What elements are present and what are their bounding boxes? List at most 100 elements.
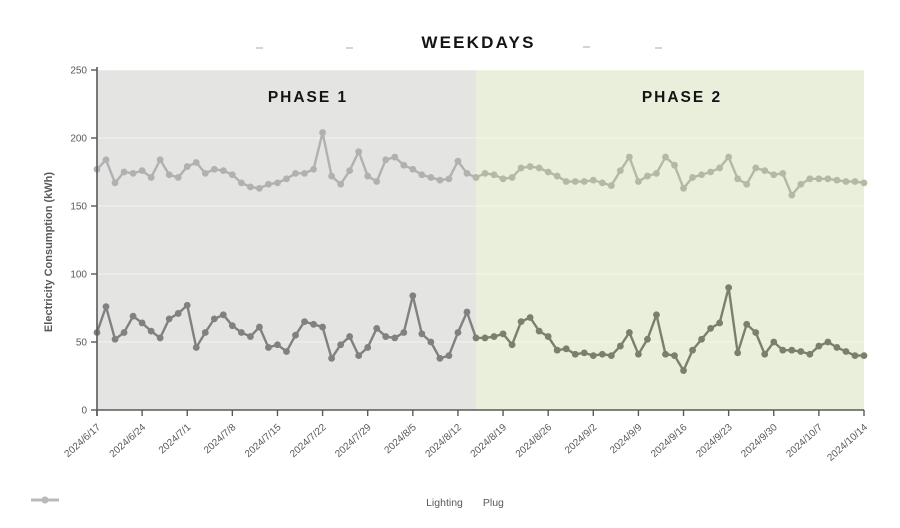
data-point-plug: [165, 171, 173, 179]
data-point-lighting: [228, 322, 236, 330]
data-point-plug: [779, 169, 787, 177]
data-point-plug: [418, 171, 426, 179]
data-point-lighting: [860, 352, 868, 359]
data-point-lighting: [256, 323, 263, 331]
data-point-plug: [707, 168, 714, 176]
data-point-plug: [653, 169, 660, 177]
data-point-plug: [463, 169, 471, 177]
data-point-lighting: [544, 333, 552, 340]
data-point-plug: [589, 176, 597, 184]
data-point-lighting: [526, 314, 534, 321]
data-point-plug: [508, 174, 516, 181]
data-point-plug: [436, 176, 444, 184]
data-point-lighting: [355, 352, 363, 359]
data-point-plug: [644, 172, 651, 180]
data-point-lighting: [580, 349, 588, 357]
data-point-lighting: [499, 330, 507, 338]
data-point-lighting: [111, 335, 119, 343]
data-point-plug: [734, 175, 742, 183]
data-point-lighting: [301, 318, 308, 325]
data-point-plug: [815, 175, 823, 183]
data-point-lighting: [770, 338, 778, 346]
data-point-plug: [183, 163, 191, 170]
data-point-lighting: [418, 330, 426, 338]
data-point-plug: [310, 165, 317, 173]
data-point-lighting: [364, 344, 372, 351]
data-point-plug: [355, 148, 363, 156]
data-point-lighting: [292, 331, 299, 339]
y-tick-label: 200: [70, 134, 87, 145]
data-point-plug: [373, 178, 381, 185]
data-point-plug: [301, 169, 308, 177]
data-point-plug: [788, 191, 796, 199]
data-point-plug: [138, 167, 146, 175]
data-point-plug: [824, 175, 832, 183]
phase-band-1: [97, 70, 476, 410]
data-point-lighting: [517, 318, 525, 325]
data-point-lighting: [616, 342, 624, 350]
data-point-plug: [490, 171, 498, 179]
data-point-plug: [228, 171, 236, 179]
data-point-lighting: [156, 334, 164, 342]
data-point-plug: [842, 178, 850, 185]
phase-2-label: PHASE 2: [642, 89, 722, 106]
data-point-plug: [535, 164, 543, 172]
data-point-lighting: [463, 308, 471, 316]
data-point-lighting: [680, 367, 687, 374]
x-tick-label: 2024/7/15: [243, 422, 284, 460]
data-point-plug: [147, 174, 155, 181]
x-tick-label: 2024/10/7: [784, 422, 825, 460]
data-point-lighting: [219, 311, 227, 319]
data-point-lighting: [174, 310, 182, 317]
legend-item-plug: Plug: [31, 496, 504, 509]
x-tick-label: 2024/9/16: [649, 422, 690, 460]
data-point-plug: [499, 175, 507, 183]
data-point-plug: [553, 172, 561, 180]
data-point-plug: [635, 178, 642, 185]
data-point-lighting: [102, 303, 110, 311]
plug-series-marker-icon: [31, 496, 59, 504]
x-tick-label: 2024/8/5: [383, 422, 420, 457]
data-point-plug: [192, 159, 200, 166]
data-point-plug: [662, 153, 669, 161]
data-point-lighting: [725, 284, 733, 291]
data-point-lighting: [806, 350, 814, 358]
data-point-plug: [517, 164, 525, 172]
data-point-lighting: [409, 292, 417, 300]
data-point-lighting: [192, 344, 200, 351]
data-point-plug: [391, 153, 399, 161]
data-point-plug: [382, 156, 390, 164]
data-point-lighting: [625, 329, 633, 336]
data-point-lighting: [319, 323, 326, 331]
data-point-plug: [237, 179, 245, 187]
x-tick-label: 2024/6/17: [63, 422, 104, 460]
x-tick-label: 2024/8/12: [424, 422, 465, 460]
data-point-lighting: [328, 354, 336, 362]
y-tick-label: 100: [70, 270, 87, 281]
data-point-lighting: [752, 329, 760, 336]
data-point-plug: [129, 169, 137, 177]
data-point-lighting: [427, 338, 435, 346]
data-point-lighting: [283, 348, 290, 355]
data-point-lighting: [607, 352, 615, 359]
chart-legend: Lighting Plug: [30, 495, 900, 511]
data-point-plug: [265, 180, 272, 188]
y-tick-label: 250: [70, 66, 87, 77]
data-point-plug: [716, 164, 724, 172]
phase-1-label: PHASE 1: [268, 89, 348, 106]
data-point-lighting: [183, 301, 191, 309]
data-point-plug: [481, 169, 489, 177]
data-point-lighting: [635, 350, 642, 358]
data-point-lighting: [698, 335, 705, 343]
data-point-lighting: [598, 350, 606, 358]
legend-label-lighting: Lighting: [426, 497, 463, 509]
x-tick-label: 2024/10/14: [825, 422, 870, 464]
data-point-plug: [833, 176, 841, 184]
data-point-plug: [797, 180, 805, 188]
x-tick-label: 2024/7/1: [157, 422, 194, 457]
data-point-lighting: [833, 344, 841, 351]
data-point-lighting: [734, 349, 742, 357]
data-point-lighting: [265, 344, 272, 351]
data-point-plug: [680, 184, 687, 192]
